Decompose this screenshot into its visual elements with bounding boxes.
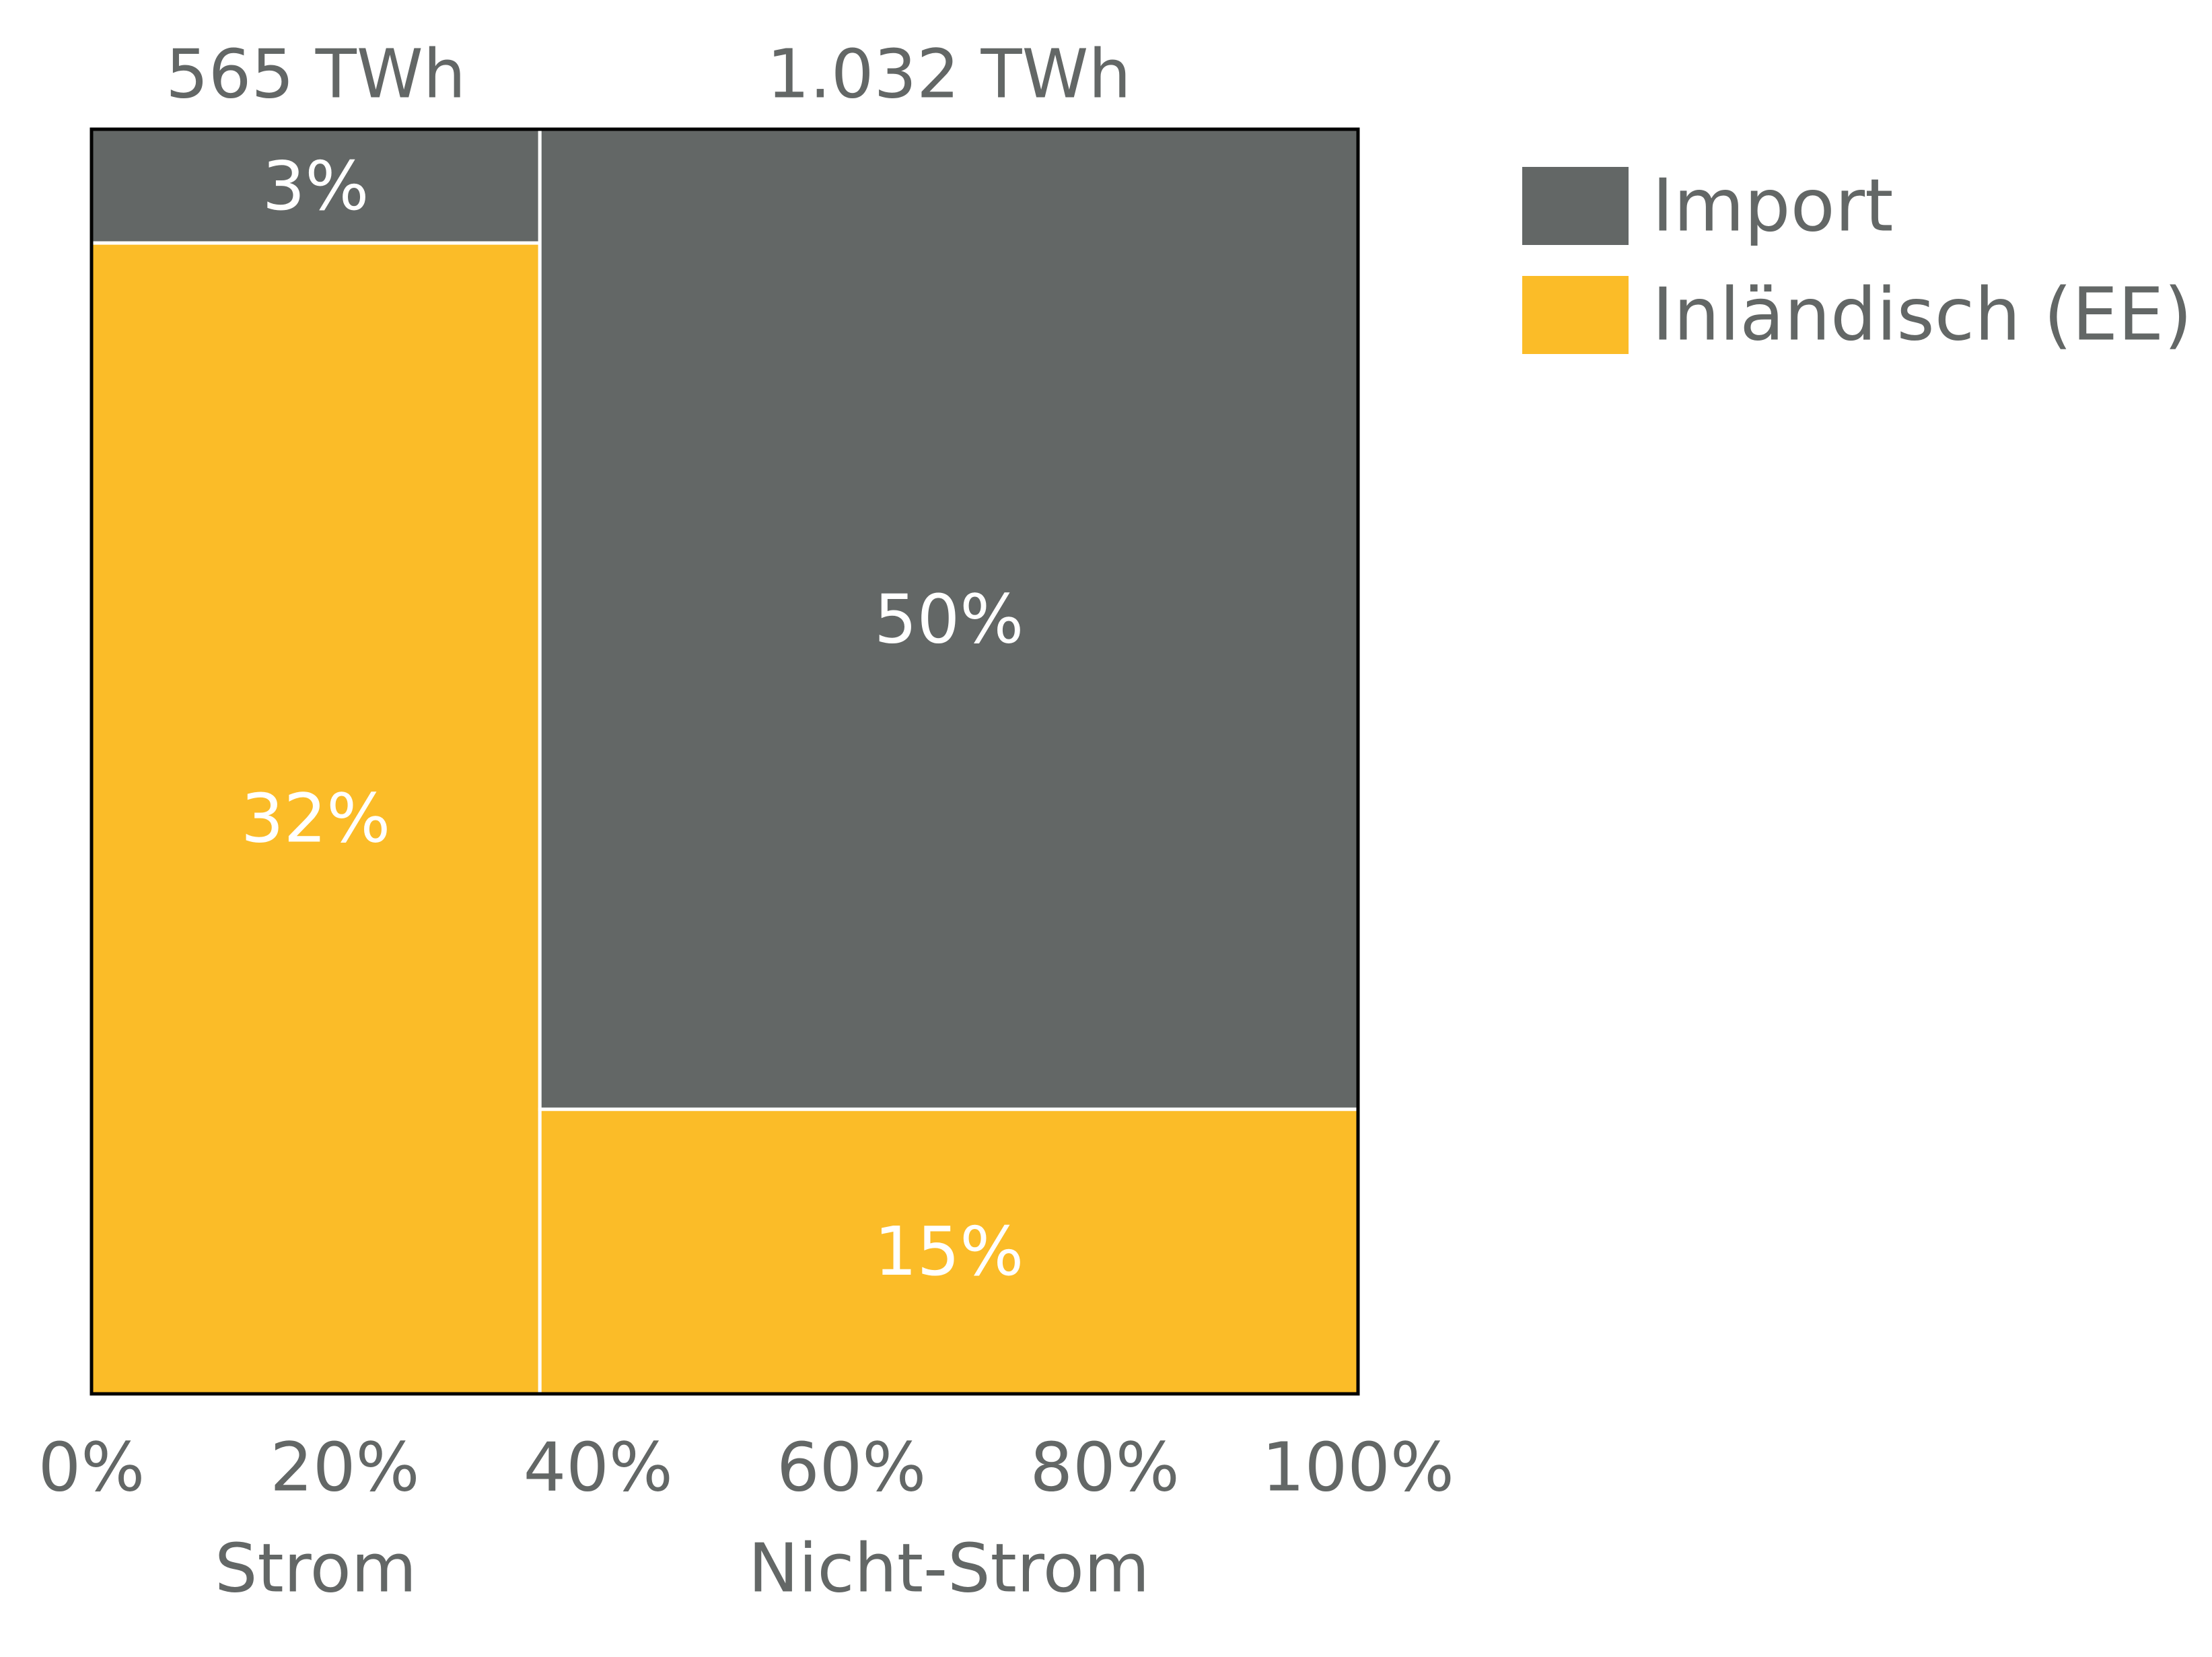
column-total-label: 565 TWh [166,35,466,114]
segment-label: 15% [874,1212,1024,1291]
x-tick-label: 40% [524,1428,673,1507]
x-tick-label: 60% [777,1428,926,1507]
mosaic-segment [90,241,542,1396]
x-axis-ticks: 0% 20% 40% 60% 80% 100% [38,1428,1454,1507]
category-label: Strom [215,1529,417,1608]
legend-label: Import [1652,164,1893,248]
segment-label: 32% [241,779,390,858]
x-tick-label: 80% [1030,1428,1179,1507]
mosaic-segment [90,127,542,245]
category-label: Nicht-Strom [748,1529,1149,1608]
legend-swatch [1522,167,1629,245]
mosaic-segment [538,1107,1360,1396]
legend-label: Inländisch (EE) [1652,273,2192,357]
legend: Import Inländisch (EE) [1522,164,2192,357]
column-total-label: 1.032 TWh [766,35,1131,114]
plot-frame [90,127,1360,1396]
legend-swatch [1522,276,1629,354]
x-tick-label: 0% [38,1428,145,1507]
x-tick-label: 20% [270,1428,419,1507]
column-total-labels: 565 TWh 1.032 TWh [166,35,1131,114]
category-labels: Strom Nicht-Strom [215,1529,1149,1608]
x-tick-label: 100% [1262,1428,1454,1507]
segment-label: 50% [874,580,1024,659]
segment-label: 3% [262,147,369,225]
plot-area: 3% 32% 50% 15% [90,127,1360,1396]
